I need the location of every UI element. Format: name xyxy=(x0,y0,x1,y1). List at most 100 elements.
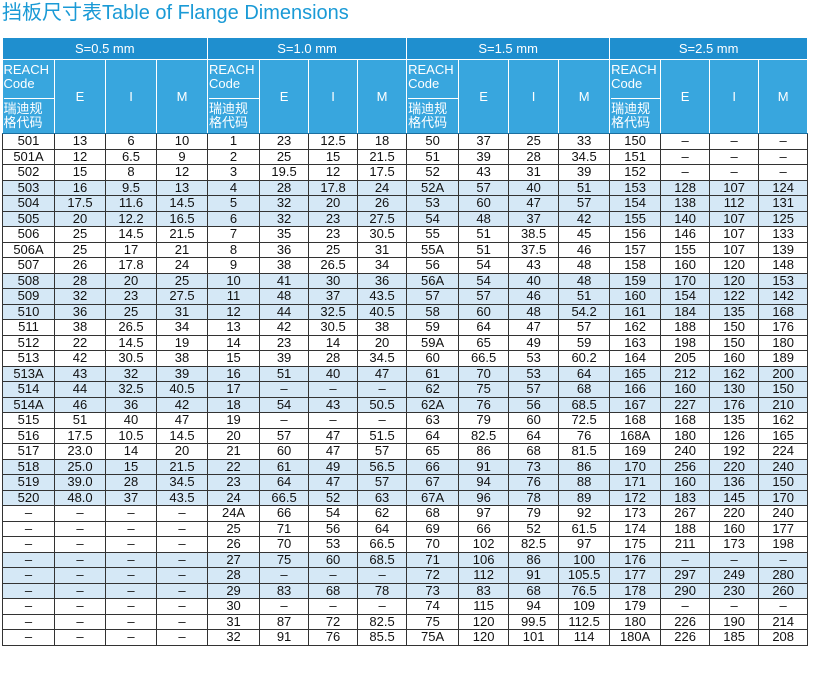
table-row: – – – –27 75 60 68.5 71 106 86 100 176– – – xyxy=(2,552,809,568)
code-cell: 25 xyxy=(207,521,261,537)
value-cell: 43 xyxy=(308,397,359,413)
code-cell: 4 xyxy=(207,180,261,196)
code-cell: 509 xyxy=(2,288,55,305)
reach-code-label: REACH Code xyxy=(209,60,259,99)
code-cell: 23 xyxy=(207,474,261,491)
header-m-s15: M xyxy=(558,59,611,134)
reach-code-header-s05: REACH Code 瑞迪规 格代码 xyxy=(2,59,55,134)
value-cell: 211 xyxy=(660,536,711,553)
value-cell: 51 xyxy=(558,180,611,196)
value-cell: 40 xyxy=(508,273,560,289)
value-cell: 13 xyxy=(54,133,106,150)
value-cell: 10.5 xyxy=(105,428,157,444)
value-cell: 126 xyxy=(709,428,760,444)
code-cell: 28 xyxy=(207,567,261,584)
value-cell: 38 xyxy=(156,350,209,367)
value-cell: 170 xyxy=(758,490,809,506)
value-cell: – xyxy=(105,505,157,522)
value-cell: – xyxy=(308,598,359,615)
value-cell: 140 xyxy=(660,211,711,227)
code-cell: 50 xyxy=(406,133,460,150)
value-cell: 40.5 xyxy=(156,381,209,398)
value-cell: – xyxy=(308,381,359,398)
value-cell: – xyxy=(54,536,106,553)
value-cell: 56 xyxy=(308,521,359,537)
value-cell: 86 xyxy=(458,443,510,460)
value-cell: 26 xyxy=(357,195,408,212)
value-cell: 52 xyxy=(508,521,560,537)
value-cell: 20 xyxy=(357,335,408,351)
value-cell: 160 xyxy=(660,257,711,274)
code-cell: 14 xyxy=(207,335,261,351)
code-cell: 501A xyxy=(2,149,55,165)
value-cell: 68.5 xyxy=(558,397,611,413)
code-cell: 68 xyxy=(406,505,460,522)
value-cell: – xyxy=(156,583,209,599)
value-cell: 40 xyxy=(105,412,157,429)
table-row: 504 17.5 11.6 14.5 5 32 20 26 53 60 47 57 154 138 112 1… xyxy=(2,195,809,212)
value-cell: 15 xyxy=(308,149,359,165)
value-cell: 192 xyxy=(709,443,760,460)
value-cell: 39 xyxy=(259,350,310,367)
code-cell: 180A xyxy=(609,629,662,646)
table-row: 520 48.0 37 43.5 24 66.5 52 63 67A 96 78 89 172 183 14… xyxy=(2,490,809,506)
value-cell: 224 xyxy=(758,443,809,460)
value-cell: 47 xyxy=(357,366,408,382)
table-row: 515 51 40 47 19– – –63 79 60 72.5 168 168 135 162 xyxy=(2,412,809,429)
value-cell: 32.5 xyxy=(105,381,157,398)
value-cell: 25 xyxy=(508,133,560,150)
value-cell: 48 xyxy=(508,304,560,320)
value-cell: 21.5 xyxy=(156,226,209,243)
value-cell: – xyxy=(105,536,157,553)
value-cell: 226 xyxy=(660,614,711,630)
value-cell: 19 xyxy=(156,335,209,351)
value-cell: 184 xyxy=(660,304,711,320)
value-cell: 208 xyxy=(758,629,809,646)
value-cell: 160 xyxy=(709,521,760,537)
value-cell: 14.5 xyxy=(156,428,209,444)
value-cell: 57 xyxy=(458,180,510,196)
table-row: 508 28 20 25 10 41 30 36 56A 54 40 48 159 170 120 153 xyxy=(2,273,809,289)
value-cell: 230 xyxy=(709,583,760,599)
value-cell: 13 xyxy=(156,180,209,196)
code-cell: 53 xyxy=(406,195,460,212)
flange-dimensions-table-container: S=0.5 mm S=1.0 mm S=1.5 mm S=2.5 mm REAC… xyxy=(2,38,809,646)
value-cell: 25.0 xyxy=(54,459,106,475)
value-cell: 17.5 xyxy=(54,428,106,444)
value-cell: 60 xyxy=(308,552,359,568)
value-cell: 290 xyxy=(660,583,711,599)
table-row: 509 32 23 27.5 11 48 37 43.5 57 57 46 51 160 154 122 14… xyxy=(2,288,809,305)
value-cell: 53 xyxy=(508,366,560,382)
value-cell: 135 xyxy=(709,304,760,320)
value-cell: 73 xyxy=(508,459,560,475)
code-cell: 7 xyxy=(207,226,261,243)
value-cell: 31 xyxy=(156,304,209,320)
value-cell: 105.5 xyxy=(558,567,611,584)
code-cell: 54 xyxy=(406,211,460,227)
value-cell: 131 xyxy=(758,195,809,212)
value-cell: – xyxy=(156,536,209,553)
value-cell: 124 xyxy=(758,180,809,196)
value-cell: 34.5 xyxy=(156,474,209,491)
value-cell: 122 xyxy=(709,288,760,305)
value-cell: 150 xyxy=(709,319,760,336)
value-cell: 31 xyxy=(357,242,408,258)
value-cell: 44 xyxy=(54,381,106,398)
value-cell: 48 xyxy=(458,211,510,227)
value-cell: 23 xyxy=(105,288,157,305)
value-cell: 45 xyxy=(558,226,611,243)
code-cell: 167 xyxy=(609,397,662,413)
code-cell: 8 xyxy=(207,242,261,258)
value-cell: 160 xyxy=(709,350,760,367)
table-row: 506 25 14.5 21.5 7 35 23 30.5 55 51 38.5 45 156 146 10… xyxy=(2,226,809,243)
value-cell: – xyxy=(758,149,809,165)
code-cell: – xyxy=(2,552,55,568)
value-cell: 165 xyxy=(758,428,809,444)
value-cell: 47 xyxy=(308,443,359,460)
value-cell: – xyxy=(156,567,209,584)
value-cell: 153 xyxy=(758,273,809,289)
group-header-row: S=0.5 mm S=1.0 mm S=1.5 mm S=2.5 mm xyxy=(2,38,809,60)
code-cell: 3 xyxy=(207,164,261,181)
ruidi-code-label: 瑞迪规 格代码 xyxy=(209,101,249,130)
value-cell: 148 xyxy=(758,257,809,274)
